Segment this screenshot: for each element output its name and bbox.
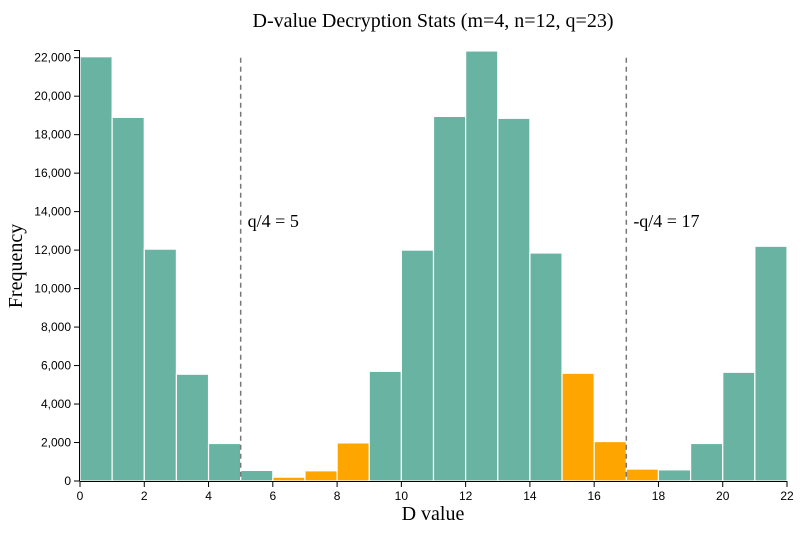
bar-8 [336,442,370,482]
y-tick-label-16000: 16,000 [34,166,71,180]
bar-4 [207,442,242,482]
x-tick-label-4: 4 [205,489,212,503]
y-tick-label-8000: 8,000 [41,320,71,334]
bar-15 [561,372,595,482]
threshold-lines-group: q/4 = 5 -q/4 = 17 [239,57,699,481]
bar-10 [400,249,435,482]
x-tick-label-10: 10 [395,489,409,503]
x-tick-label-2: 2 [141,489,148,503]
bar-21 [754,245,788,482]
y-tick-label-20000: 20,000 [34,89,71,103]
bars-group [79,50,788,482]
bar-20 [722,371,756,482]
y-tick-label-4000: 4,000 [41,397,71,411]
threshold-label-1: -q/4 = 17 [633,211,699,231]
x-axis: 0 2 4 6 8 10 12 14 16 18 20 22 [77,481,794,503]
y-tick-label-22000: 22,000 [34,51,71,65]
x-tick-label-6: 6 [269,489,276,503]
x-tick-label-8: 8 [334,489,341,503]
bar-2 [143,248,178,482]
bar-19 [689,442,724,482]
y-tick-label-18000: 18,000 [34,128,71,142]
y-tick-label-10000: 10,000 [34,282,71,296]
x-tick-label-0: 0 [77,489,84,503]
bar-1 [111,116,145,482]
x-axis-label: D value [402,503,465,525]
x-tick-label-18: 18 [652,489,666,503]
y-tick-label-6000: 6,000 [41,359,71,373]
bar-13 [497,117,531,482]
chart-title: D-value Decryption Stats (m=4, n=12, q=2… [253,10,614,32]
bar-7 [304,470,338,482]
bar-9 [368,370,402,482]
bar-11 [432,115,467,482]
y-tick-label-0: 0 [64,474,71,488]
y-axis-label: Frequency [5,224,27,308]
x-tick-label-20: 20 [716,489,730,503]
bar-14 [529,252,563,482]
bar-18 [657,469,692,482]
x-tick-label-16: 16 [588,489,602,503]
y-tick-label-14000: 14,000 [34,205,71,219]
bar-3 [175,373,210,482]
bar-5 [240,469,274,482]
bar-16 [593,440,627,482]
x-tick-label-12: 12 [459,489,473,503]
bar-17 [625,468,660,482]
x-tick-label-14: 14 [523,489,537,503]
threshold-label-0: q/4 = 5 [248,211,299,231]
y-axis: 0 2,000 4,000 6,000 8,000 10,000 12,000 14,000 1… [34,50,80,488]
y-tick-label-2000: 2,000 [41,436,71,450]
bar-0 [79,56,113,482]
x-tick-label-22: 22 [780,489,794,503]
y-tick-label-12000: 12,000 [34,243,71,257]
bar-12 [465,50,499,482]
bar-6 [272,476,306,482]
